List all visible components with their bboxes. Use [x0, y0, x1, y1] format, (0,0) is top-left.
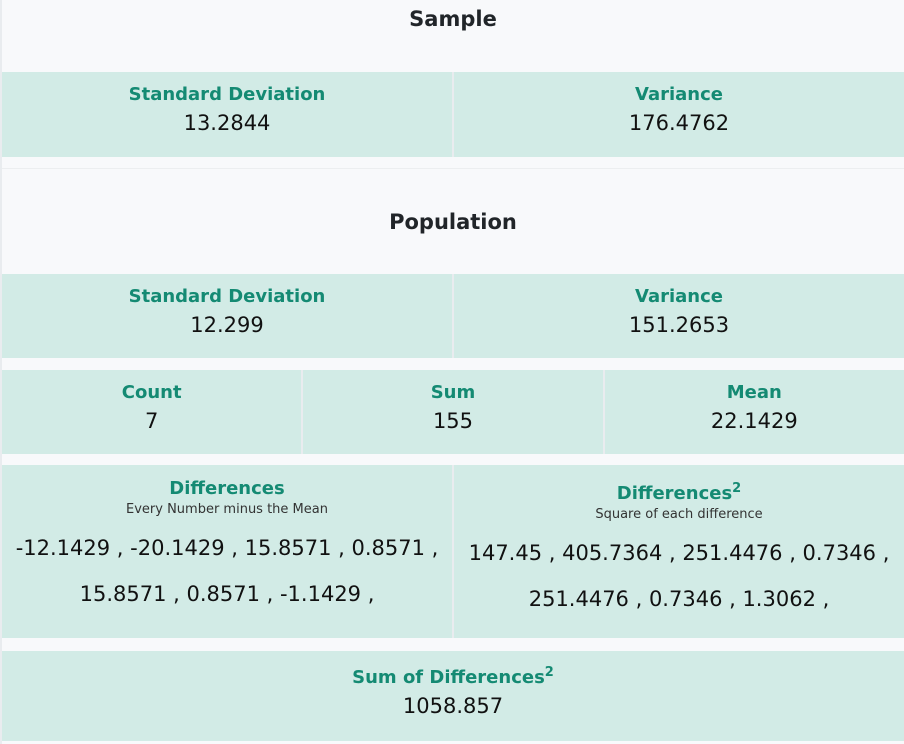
population-std-value: 12.299 [190, 313, 264, 337]
squared-differences-subtitle: Square of each difference [595, 507, 763, 522]
sample-row: Standard Deviation 13.2844 Variance 176.… [2, 72, 904, 157]
sum-squares-cell: Sum of Differences2 1058.857 [2, 651, 904, 741]
squared-differences-values: 147.45 , 405.7364 , 251.4476 , 0.7346 , … [468, 541, 890, 611]
sample-std-value: 13.2844 [183, 111, 271, 135]
sum-squares-label-text: Sum of Differences [352, 667, 545, 688]
differences-subtitle: Every Number minus the Mean [126, 502, 328, 517]
sum-value: 155 [432, 409, 474, 433]
mean-cell: Mean 22.1429 [604, 370, 904, 454]
differences-values: -12.1429 , -20.1429 , 15.8571 , 0.8571 ,… [15, 536, 439, 606]
sample-var-cell: Variance 176.4762 [454, 72, 904, 157]
count-cell: Count 7 [2, 370, 302, 454]
sum-squares-sup: 2 [544, 665, 554, 680]
count-label: Count [121, 382, 182, 403]
population-var-cell: Variance 151.2653 [454, 274, 904, 358]
population-heading: Population [2, 168, 904, 274]
count-value: 7 [144, 409, 159, 433]
population-std-label: Standard Deviation [128, 286, 326, 307]
sum-cell: Sum 155 [303, 370, 603, 454]
left-border [0, 0, 2, 744]
sample-std-cell: Standard Deviation 13.2844 [2, 72, 452, 157]
mean-label: Mean [726, 382, 782, 403]
population-var-value: 151.2653 [628, 313, 730, 337]
squared-differences-label: Differences2 [454, 481, 904, 504]
squared-sup: 2 [732, 481, 742, 496]
sum-squares-label: Sum of Differences2 [2, 665, 904, 688]
differences-label: Differences [169, 478, 285, 499]
summary-row: Count 7 Sum 155 Mean 22.1429 [2, 370, 904, 454]
differences-row: Differences Every Number minus the Mean … [2, 465, 904, 638]
sum-squares-value: 1058.857 [402, 694, 504, 718]
sample-var-value: 176.4762 [628, 111, 730, 135]
population-row: Standard Deviation 12.299 Variance 151.2… [2, 274, 904, 358]
sum-label: Sum [430, 382, 476, 403]
sum-squares-row: Sum of Differences2 1058.857 [2, 651, 904, 741]
squared-differences-cell: Differences2 Square of each difference 1… [454, 465, 904, 638]
sample-std-label: Standard Deviation [128, 84, 326, 105]
squared-label-text: Differences [616, 483, 733, 504]
population-std-cell: Standard Deviation 12.299 [2, 274, 452, 358]
sample-var-label: Variance [635, 84, 723, 105]
sample-heading: Sample [2, 0, 904, 72]
differences-cell: Differences Every Number minus the Mean … [2, 465, 452, 638]
mean-value: 22.1429 [710, 409, 798, 433]
population-var-label: Variance [635, 286, 723, 307]
